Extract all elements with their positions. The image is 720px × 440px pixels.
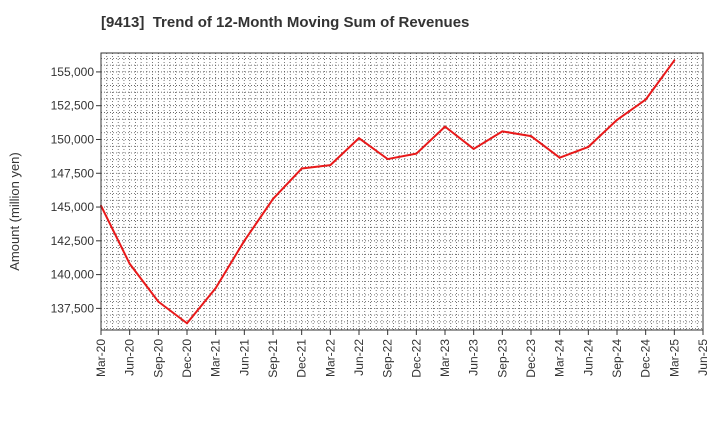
- y-tick-label: 137,500: [51, 301, 95, 315]
- x-tick-label: Mar-24: [553, 339, 567, 377]
- x-tick-label: Dec-23: [524, 339, 538, 378]
- x-tick-label: Dec-24: [639, 339, 653, 378]
- x-tick-label: Sep-20: [151, 339, 165, 378]
- x-tick-label: Jun-22: [352, 339, 366, 376]
- x-tick-label: Dec-21: [295, 339, 309, 378]
- data-point: [616, 118, 618, 121]
- x-tick-label: Dec-22: [409, 339, 423, 378]
- data-point: [472, 147, 475, 150]
- x-tick-label: Jun-24: [581, 339, 595, 376]
- x-tick-label: Mar-21: [209, 339, 223, 377]
- x-tick-label: Jun-20: [123, 339, 137, 376]
- x-tick-label: Mar-25: [667, 339, 681, 377]
- x-tick-label: Jun-23: [467, 339, 481, 376]
- x-tick-label: Mar-20: [94, 339, 108, 377]
- plot-frame: [100, 52, 704, 331]
- data-point: [186, 322, 188, 325]
- data-point: [128, 262, 131, 265]
- y-tick-label: 155,000: [51, 65, 95, 79]
- data-point: [386, 158, 389, 161]
- x-tick-label: Dec-20: [180, 339, 194, 378]
- y-tick-label: 150,000: [51, 132, 95, 146]
- y-axis-title: Amount (million yen): [7, 152, 22, 271]
- data-point: [415, 152, 418, 155]
- grid: [101, 53, 703, 330]
- data-point: [300, 167, 303, 170]
- data-point: [157, 300, 160, 303]
- y-tick-label: 145,000: [51, 200, 95, 214]
- x-tick-label: Sep-22: [381, 339, 395, 378]
- data-point: [272, 197, 274, 200]
- y-tick-label: 142,500: [51, 234, 95, 248]
- data-point: [329, 164, 332, 167]
- x-tick-label: Mar-22: [323, 339, 337, 377]
- data-point: [644, 98, 647, 101]
- x-tick-label: Mar-23: [438, 339, 452, 377]
- series-layer: [100, 59, 676, 325]
- chart-title: [9413] Trend of 12-Month Moving Sum of R…: [101, 14, 470, 31]
- x-tick-label: Jun-25: [696, 339, 710, 376]
- x-tick-label: Sep-21: [266, 339, 280, 378]
- y-tick-label: 152,500: [51, 99, 95, 113]
- data-point: [558, 156, 561, 159]
- y-tick-label: 140,000: [51, 268, 95, 282]
- x-tick-label: Sep-24: [610, 339, 624, 378]
- data-point: [243, 239, 246, 242]
- x-tick-label: Sep-23: [495, 339, 509, 378]
- data-point: [444, 125, 446, 128]
- data-point: [214, 287, 217, 290]
- axes: 137,500 140,000 142,500 145,000 147,500 150,0…: [51, 65, 710, 378]
- data-point: [587, 145, 590, 148]
- data-point: [530, 135, 532, 138]
- y-tick-label: 147,500: [51, 166, 95, 180]
- x-tick-label: Jun-21: [237, 339, 251, 376]
- data-point: [673, 59, 676, 62]
- data-point: [501, 130, 504, 133]
- data-point: [358, 137, 360, 140]
